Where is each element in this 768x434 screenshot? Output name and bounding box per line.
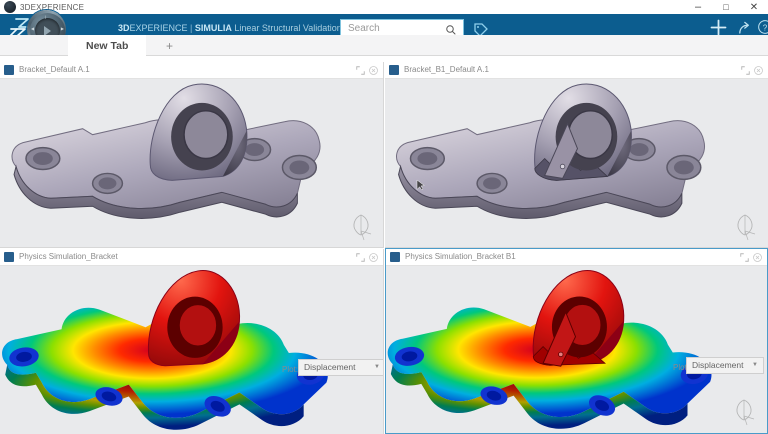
svg-text:?: ? — [763, 23, 768, 32]
